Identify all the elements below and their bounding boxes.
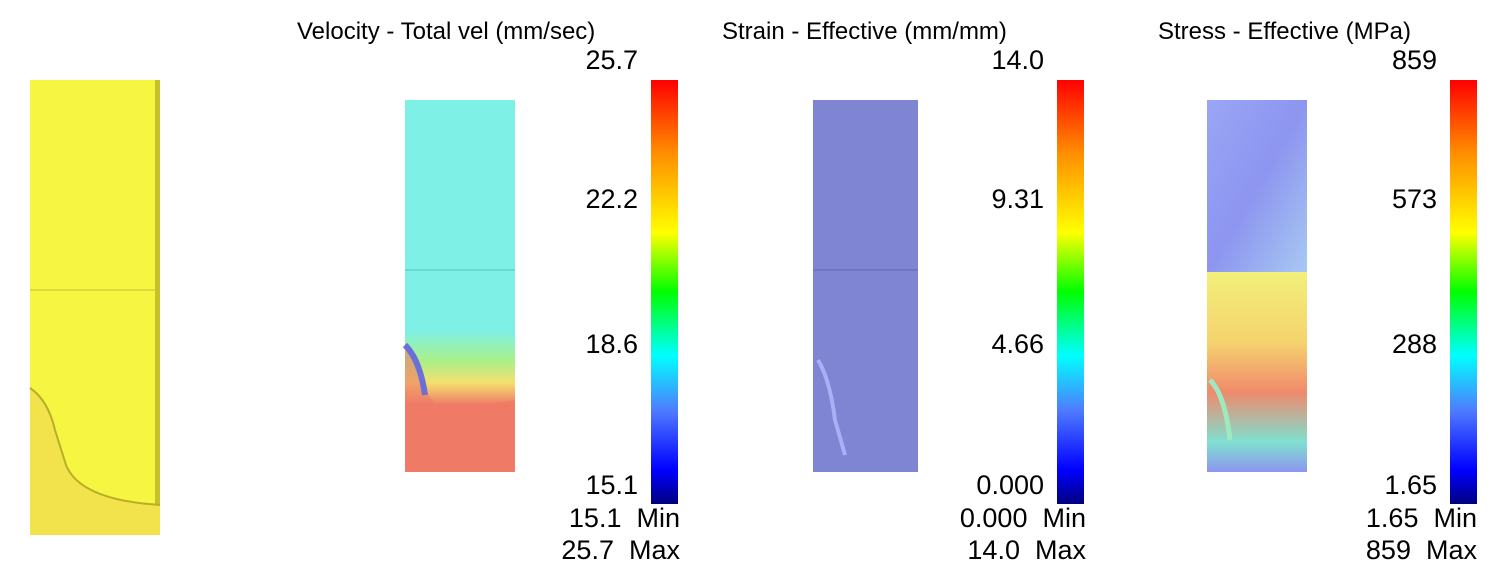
workpiece-edge (155, 80, 160, 505)
stress-lower-field (1207, 272, 1307, 472)
stress-upper-field (1207, 100, 1307, 272)
velocity-max-tick: 25.7 (585, 45, 638, 75)
stress-tick-3: 1.65 (1384, 470, 1437, 500)
velocity-hot-zone (405, 345, 515, 472)
velocity-min-row: 15.1 Min (480, 505, 680, 532)
velocity-max-row: 25.7 Max (480, 537, 680, 564)
velocity-tick-3: 15.1 (585, 470, 638, 500)
stress-color-bar (1450, 80, 1477, 504)
velocity-title: Velocity - Total vel (mm/sec) (297, 18, 596, 45)
strain-min-value: 0.000 (959, 503, 1028, 533)
velocity-min-label: Min (636, 503, 680, 533)
stress-min-label: Min (1433, 503, 1477, 533)
stress-max-row: 859 Max (1277, 537, 1477, 564)
strain-tick-3: 0.000 (976, 470, 1044, 500)
velocity-min-value: 15.1 (568, 503, 622, 533)
strain-workpiece (813, 100, 918, 472)
strain-max-tick: 14.0 (991, 45, 1044, 75)
stress-shear-band (1208, 378, 1233, 441)
stress-max-value: 859 (1365, 535, 1411, 565)
stress-min-value: 1.65 (1365, 503, 1419, 533)
stress-max-tick: 859 (1391, 45, 1437, 75)
velocity-max-value: 25.7 (561, 535, 614, 565)
stress-tick-1: 573 (1391, 184, 1437, 214)
strain-tick-2: 4.66 (991, 329, 1044, 359)
strain-field (813, 100, 918, 472)
workpiece-contour-line (29, 387, 161, 506)
stress-max-label: Max (1425, 535, 1477, 565)
stress-min-row: 1.65 Min (1277, 505, 1477, 532)
strain-min-label: Min (1042, 503, 1086, 533)
strain-title: Strain - Effective (mm/mm) (722, 18, 1007, 45)
strain-max-row: 14.0 Max (886, 537, 1086, 564)
stress-title: Stress - Effective (MPa) (1158, 18, 1411, 45)
strain-shear-band (816, 358, 847, 456)
stress-tick-2: 288 (1391, 329, 1437, 359)
workpiece-deformed-tip (30, 388, 160, 535)
velocity-tick-2: 18.6 (585, 329, 638, 359)
velocity-tick-1: 22.2 (585, 184, 638, 214)
velocity-low-zone (402, 342, 428, 396)
strain-min-row: 0.000 Min (886, 505, 1086, 532)
velocity-max-label: Max (628, 535, 680, 565)
strain-color-bar (1057, 80, 1084, 504)
velocity-workpiece (402, 100, 515, 472)
velocity-color-bar (651, 80, 678, 504)
strain-max-value: 14.0 (967, 535, 1020, 565)
strain-max-label: Max (1034, 535, 1086, 565)
stress-workpiece (1207, 100, 1307, 472)
strain-tick-1: 9.31 (991, 184, 1044, 214)
initial-workpiece (29, 80, 161, 535)
